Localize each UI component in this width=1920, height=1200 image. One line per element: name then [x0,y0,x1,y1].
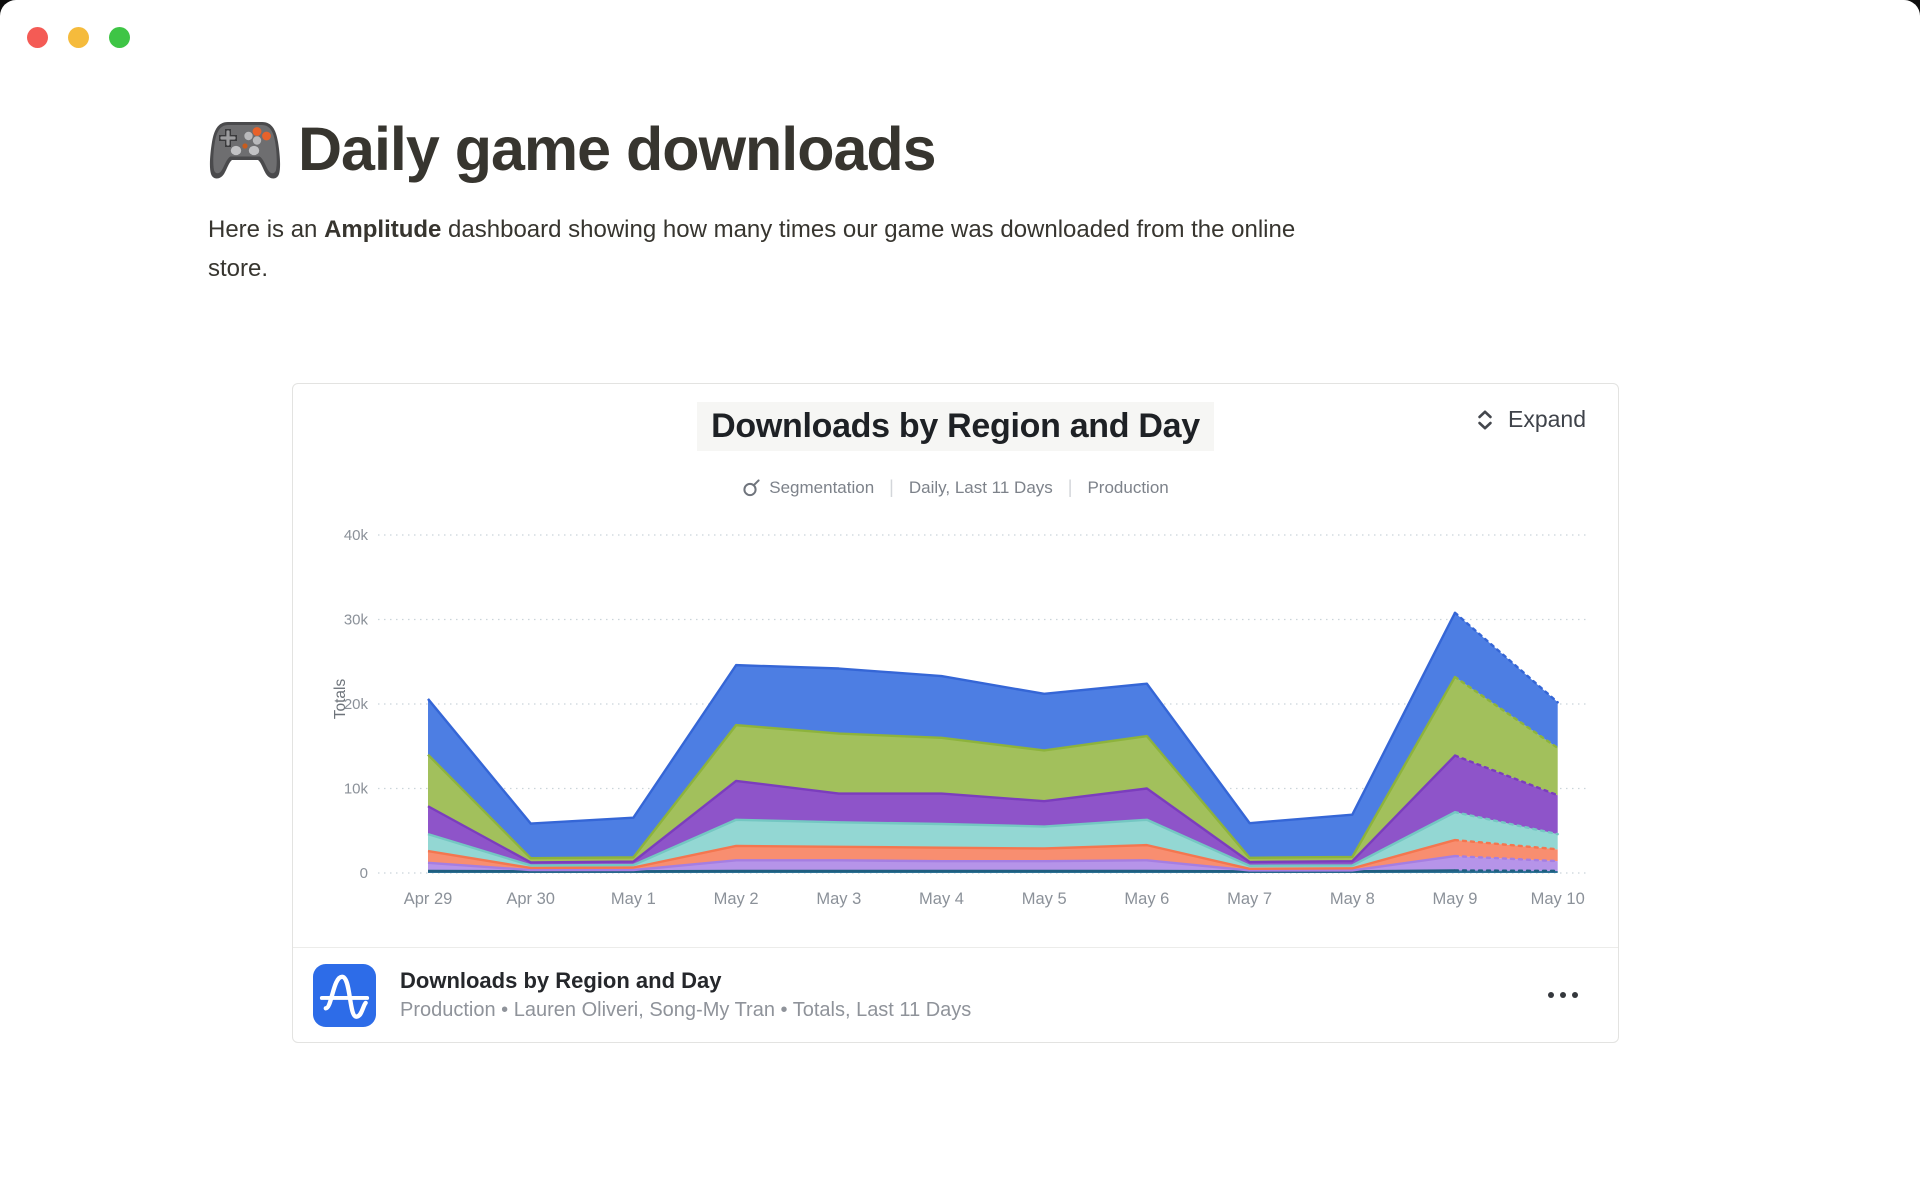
amplitude-logo-icon [313,963,376,1027]
x-tick-label: May 10 [1531,890,1585,908]
stacked-area-chart[interactable]: 0 10k 20k 30k 40k Totals Apr 29 Apr 30 May 1 May … [293,501,1618,921]
chart-meta-row: Segmentation | Daily, Last 11 Days | Pro… [293,477,1618,498]
series-edge-coral [427,838,1456,870]
intro-prefix: Here is an [208,216,325,243]
x-tick-label: May 1 [611,890,656,908]
y-tick-label: 30k [344,612,369,629]
x-tick-label: May 6 [1124,890,1169,908]
ellipsis-icon [1572,992,1578,998]
area-series-blue [428,612,1558,859]
y-tick-label: 20k [344,696,369,713]
x-tick-label: May 7 [1227,890,1272,908]
meta-separator: | [1067,477,1073,497]
series-edge-dashed-blue [1453,611,1559,704]
ellipsis-icon [1548,992,1554,998]
embed-footer-subtitle: Production • Lauren Oliveri, Song-My Tra… [400,999,972,1021]
ellipsis-icon [1560,992,1566,998]
page-title: Daily game downloads [298,115,937,183]
intro-paragraph: Here is an Amplitude dashboard showing h… [208,210,1333,288]
expand-label: Expand [1507,406,1586,432]
gamepad-emoji-icon [209,122,281,179]
y-axis-label: Totals [332,679,349,720]
close-window-icon[interactable] [27,27,48,48]
page-content: Daily game downloads Here is an Amplitud… [208,112,1688,288]
embed-footer-title[interactable]: Downloads by Region and Day [400,968,722,993]
x-tick-label: Apr 30 [506,890,555,908]
chart-type-label: Segmentation [769,477,875,497]
embed-footer: Downloads by Region and Day Production •… [293,948,1618,1042]
series-edge-dashed-green [1453,675,1559,750]
x-tick-label: May 9 [1433,890,1478,908]
y-tick-label: 40k [344,527,369,544]
series-edge-dashed-coral [1453,838,1559,851]
area-series-green [428,676,1558,863]
series-edge-lavender [427,854,1456,872]
x-tick-label: May 4 [919,890,964,908]
chart-type-item: Segmentation [742,477,874,498]
series-edge-dashed-purple [1453,754,1559,797]
window-controls [27,27,130,48]
series-edge-dashed-teal [1453,810,1559,836]
area-series-coral [428,840,1558,871]
x-tick-label: May 8 [1330,890,1375,908]
intro-bold: Amplitude [324,216,442,243]
chart-range-label: Daily, Last 11 Days [908,477,1053,497]
area-series-teal [428,812,1558,869]
intro-suffix: dashboard showing how many times our gam… [208,216,1296,282]
series-edge-purple [427,754,1456,864]
series-edge-blue [427,612,1457,825]
chart-title: Downloads by Region and Day [697,402,1214,451]
expand-chevrons-icon [1478,410,1492,429]
series-edge-teal [427,811,1456,868]
x-tick-label: May 5 [1022,890,1067,908]
zoom-window-icon[interactable] [109,27,130,48]
more-options-button[interactable] [1540,984,1586,1006]
segmentation-icon [743,479,760,497]
expand-button[interactable]: Expand [1473,406,1586,433]
x-tick-label: May 3 [816,890,861,908]
area-series-lavender [428,856,1558,872]
meta-separator: | [889,477,894,497]
page-title-row: Daily game downloads [208,112,1688,186]
series-edge-green [427,676,1457,860]
embed-divider [293,947,1618,948]
y-tick-label: 10k [344,781,369,798]
area-series-purple [428,755,1558,866]
y-tick-label: 0 [360,865,368,882]
series-edge-dashed-lavender [1453,854,1559,863]
amplitude-embed-card: Expand Downloads by Region and Day Segme… [292,383,1619,1043]
x-tick-label: May 2 [714,890,759,908]
chart-env-label: Production [1087,477,1169,497]
minimize-window-icon[interactable] [68,27,89,48]
x-tick-label: Apr 29 [404,890,453,908]
